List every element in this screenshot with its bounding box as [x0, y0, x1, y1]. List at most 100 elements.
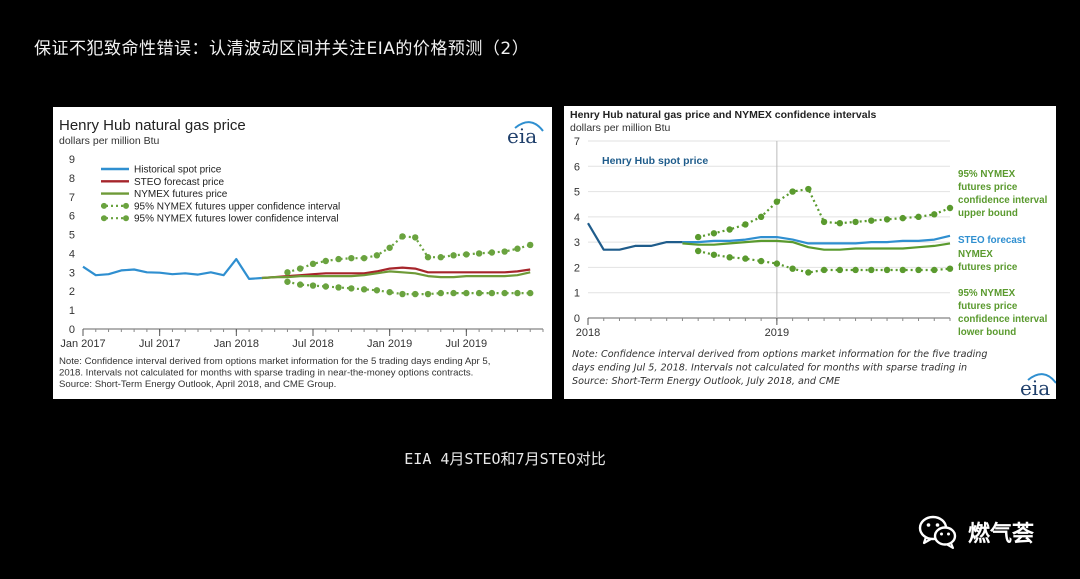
series-95-nymex-lower-bound-point — [868, 266, 875, 274]
brand-name: 燃气荟 — [968, 522, 1035, 547]
series-95-nymex-lower-bound-point — [836, 266, 844, 274]
legend-label: STEO forecast price — [134, 177, 224, 188]
series-95-nymex-lower-bound-point — [931, 266, 938, 274]
y-tick-label: 2 — [69, 286, 75, 298]
legend-swatch-dot — [101, 202, 107, 209]
series-95-nymex-futures-upper-confidence-interval-point — [386, 244, 393, 251]
left-chart-panel: Henry Hub natural gas price dollars per m… — [53, 107, 552, 399]
eia-logo-text: eia — [1020, 376, 1050, 399]
y-tick-label: 5 — [574, 187, 580, 199]
x-tick-label: Jul 2017 — [139, 338, 181, 350]
annotation-lower-bound: confidence interval — [958, 314, 1048, 325]
eia-logo-swoosh — [1027, 373, 1056, 384]
y-tick-label: 5 — [69, 230, 75, 242]
series-95-nymex-futures-lower-confidence-interval-point — [284, 278, 291, 285]
brand-badge: 燃气荟 — [918, 512, 1034, 552]
chart-note: Note: Confidence interval derived from o… — [59, 356, 490, 367]
series-95-nymex-futures-upper-confidence-interval-point — [450, 252, 457, 259]
series-95-nymex-futures-upper-confidence-interval-point — [348, 254, 355, 262]
series-95-nymex-lower-bound-point — [915, 266, 922, 274]
series-95-nymex-futures-lower-confidence-interval-point — [386, 288, 393, 296]
series-95-nymex-upper-bound-point — [742, 221, 749, 228]
y-tick-label: 4 — [69, 248, 75, 260]
series-95-nymex-futures-lower-confidence-interval-point — [450, 289, 457, 297]
series-95-nymex-futures-upper-confidence-interval-point — [475, 250, 483, 257]
series-95-nymex-futures-lower-confidence-interval-point — [399, 290, 406, 298]
y-tick-label: 0 — [574, 313, 580, 325]
chart-note: days ending Jul 5, 2018. Intervals not c… — [572, 363, 967, 374]
slide-title: 保证不犯致命性错误：认清波动区间并关注EIA的价格预测（2） — [34, 39, 530, 59]
series-95-nymex-futures-lower-confidence-interval-point — [463, 289, 470, 297]
series-95-nymex-futures-lower-confidence-interval-point — [514, 289, 521, 297]
legend-swatch-dot — [101, 215, 107, 222]
series-historical-spot-price-line — [82, 258, 262, 280]
annotation-lower-bound: futures price — [958, 301, 1018, 312]
series-95-nymex-upper-bound-point — [899, 214, 906, 222]
series-95-nymex-futures-upper-confidence-interval-point — [514, 245, 521, 252]
slide-caption: EIA 4月STEO和7月STEO对比 — [404, 450, 606, 468]
series-95-nymex-futures-upper-confidence-interval-point — [335, 255, 342, 263]
annotation-upper-bound: confidence interval — [958, 195, 1048, 206]
series-95-nymex-futures-upper-confidence-interval-point — [463, 251, 470, 258]
series-95-nymex-lower-bound-point — [883, 266, 891, 274]
x-tick-label: Jul 2019 — [446, 338, 488, 350]
annotation-upper-bound: 95% NYMEX — [958, 169, 1016, 180]
series-95-nymex-futures-lower-confidence-interval-point — [297, 281, 304, 288]
series-95-nymex-lower-bound-point — [773, 260, 781, 267]
x-tick-label: 2018 — [576, 327, 600, 339]
y-tick-label: 1 — [574, 288, 580, 300]
series-95-nymex-lower-bound-point — [946, 265, 954, 272]
july-steo-chart: Henry Hub natural gas price and NYMEX co… — [570, 109, 1056, 399]
series-95-nymex-lower-bound-point — [820, 266, 828, 274]
series-95-nymex-futures-upper-confidence-interval-point — [501, 248, 508, 255]
eia-logo: eia — [1020, 373, 1056, 399]
series-nymex-futures-price-line — [682, 239, 951, 251]
legend-swatch-dot — [123, 202, 129, 209]
series-95-nymex-futures-lower-confidence-interval-point — [527, 289, 534, 297]
y-tick-label: 3 — [574, 237, 580, 249]
chart-title: Henry Hub natural gas price and NYMEX co… — [570, 109, 876, 121]
annotation-lower-bound: 95% NYMEX — [958, 288, 1016, 299]
annotation-nymex-futures: futures price — [958, 262, 1018, 273]
y-tick-label: 7 — [574, 136, 580, 148]
annotation-upper-bound: upper bound — [958, 208, 1018, 219]
series-95-nymex-futures-lower-confidence-interval-point — [437, 289, 444, 297]
series-95-nymex-lower-bound-point — [726, 254, 733, 261]
y-tick-label: 9 — [69, 154, 75, 166]
series-95-nymex-futures-lower-confidence-interval-point — [335, 284, 342, 291]
series-95-nymex-futures-upper-confidence-interval-point — [373, 252, 381, 259]
series-95-nymex-futures-lower-confidence-interval-point — [424, 290, 432, 298]
y-tick-label: 7 — [69, 192, 75, 204]
series-henry-hub-spot-price-line — [587, 222, 683, 251]
series-95-nymex-upper-bound-point — [883, 216, 891, 223]
legend-label: 95% NYMEX futures upper confidence inter… — [134, 201, 340, 212]
series-95-nymex-futures-upper-confidence-interval-point — [399, 233, 406, 240]
annotation-lower-bound: lower bound — [958, 327, 1016, 338]
annotation-nymex-futures: NYMEX — [958, 249, 993, 260]
series-95-nymex-lower-bound-point — [789, 265, 796, 272]
y-tick-label: 6 — [69, 211, 75, 223]
series-95-nymex-upper-bound-point — [836, 219, 844, 227]
y-axis-unit-label: dollars per million Btu — [570, 122, 671, 134]
series-nymex-futures-price-line — [261, 270, 531, 280]
series-95-nymex-upper-bound-point — [852, 218, 859, 226]
legend-label: Historical spot price — [134, 165, 222, 176]
series-95-nymex-upper-bound-point — [757, 213, 765, 221]
x-tick-label: Jan 2018 — [214, 338, 259, 350]
series-95-nymex-upper-bound-point — [773, 198, 781, 205]
series-95-nymex-lower-bound-point — [694, 247, 702, 255]
series-95-nymex-lower-bound-point — [852, 266, 859, 274]
series-95-nymex-futures-upper-confidence-interval-point — [488, 249, 496, 256]
series-95-nymex-futures-upper-confidence-interval-point — [527, 241, 534, 249]
y-tick-label: 0 — [69, 324, 75, 336]
series-95-nymex-futures-upper-confidence-interval-point — [424, 254, 432, 261]
series-95-nymex-futures-lower-confidence-interval-point — [488, 289, 496, 297]
series-95-nymex-lower-bound-point — [757, 257, 765, 265]
series-95-nymex-futures-lower-confidence-interval-point — [360, 286, 368, 293]
chart-note: Source: Short-Term Energy Outlook, April… — [59, 379, 336, 390]
series-95-nymex-lower-bound-point — [710, 251, 718, 258]
series-95-nymex-upper-bound-point — [931, 211, 938, 218]
x-tick-label: Jan 2019 — [367, 338, 412, 350]
series-95-nymex-upper-bound-point — [868, 217, 875, 224]
